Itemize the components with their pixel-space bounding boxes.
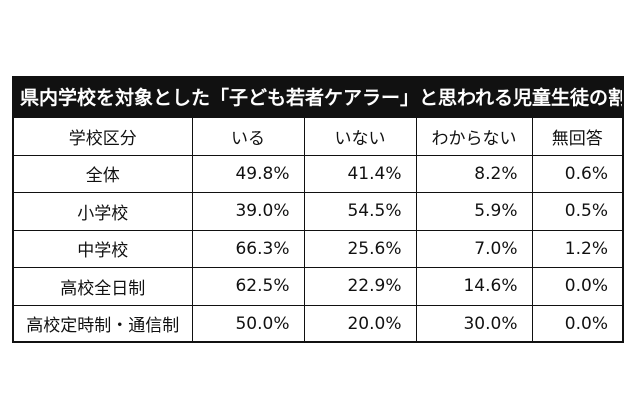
cell-no: 54.5% (303, 192, 417, 231)
row-label: 全体 (14, 155, 193, 193)
row-label: 高校定時制・通信制 (14, 304, 193, 342)
survey-table-frame: 県内学校を対象とした「子ども若者ケアラー」と思われる児童生徒の割合 学校区分 い… (12, 76, 624, 343)
cell-no: 20.0% (303, 304, 417, 342)
cell-yes: 66.3% (191, 229, 305, 268)
table-row: 中学校 66.3% 25.6% 7.0% 1.2% (14, 229, 622, 268)
cell-yes: 50.0% (191, 304, 305, 342)
table-row: 小学校 39.0% 54.5% 5.9% 0.5% (14, 192, 622, 231)
cell-no-answer: 1.2% (531, 229, 622, 268)
cell-no-answer: 0.0% (531, 304, 622, 342)
survey-table: 学校区分 いる いない わからない 無回答 全体 49.8% 41.4% 8.2… (14, 118, 622, 342)
cell-unknown: 30.0% (415, 304, 533, 342)
header-unknown: わからない (415, 118, 533, 156)
table-row: 高校全日制 62.5% 22.9% 14.6% 0.0% (14, 267, 622, 306)
row-label: 小学校 (14, 192, 193, 231)
table-row: 全体 49.8% 41.4% 8.2% 0.6% (14, 155, 622, 193)
cell-unknown: 5.9% (415, 192, 533, 231)
header-yes: いる (191, 118, 305, 156)
cell-no-answer: 0.5% (531, 192, 622, 231)
cell-no-answer: 0.0% (531, 267, 622, 306)
cell-no: 22.9% (303, 267, 417, 306)
cell-unknown: 7.0% (415, 229, 533, 268)
cell-unknown: 14.6% (415, 267, 533, 306)
table-title: 県内学校を対象とした「子ども若者ケアラー」と思われる児童生徒の割合 (14, 78, 622, 118)
cell-unknown: 8.2% (415, 155, 533, 193)
header-no-answer: 無回答 (531, 118, 622, 156)
cell-yes: 49.8% (191, 155, 305, 193)
cell-yes: 39.0% (191, 192, 305, 231)
table-header-row: 学校区分 いる いない わからない 無回答 (14, 118, 622, 156)
row-label: 高校全日制 (14, 267, 193, 306)
header-school-category: 学校区分 (14, 118, 193, 156)
cell-yes: 62.5% (191, 267, 305, 306)
row-label: 中学校 (14, 229, 193, 268)
cell-no: 41.4% (303, 155, 417, 193)
cell-no-answer: 0.6% (531, 155, 622, 193)
table-row: 高校定時制・通信制 50.0% 20.0% 30.0% 0.0% (14, 304, 622, 342)
header-no: いない (303, 118, 417, 156)
cell-no: 25.6% (303, 229, 417, 268)
